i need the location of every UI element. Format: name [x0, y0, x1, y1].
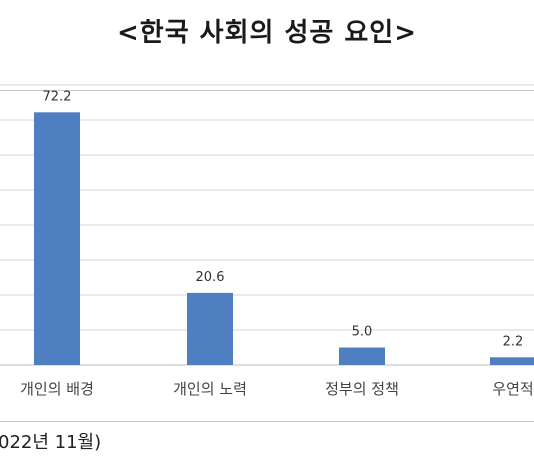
category-label: 우연적 — [492, 380, 533, 398]
category-label: 개인의 노력 — [173, 380, 247, 398]
plot-frame — [0, 90, 534, 422]
bar — [34, 112, 80, 365]
footnote: 022년 11월) — [0, 432, 102, 453]
bar — [490, 357, 534, 365]
data-label: 20.6 — [196, 270, 225, 285]
data-label: 5.0 — [352, 325, 373, 340]
category-label: 개인의 배경 — [20, 380, 94, 398]
category-label: 정부의 정책 — [325, 380, 399, 398]
chart-title: <한국 사회의 성공 요인> — [116, 18, 417, 48]
data-label: 72.2 — [43, 89, 72, 104]
data-label: 2.2 — [503, 334, 524, 349]
bar — [339, 347, 385, 365]
bar — [187, 292, 233, 365]
